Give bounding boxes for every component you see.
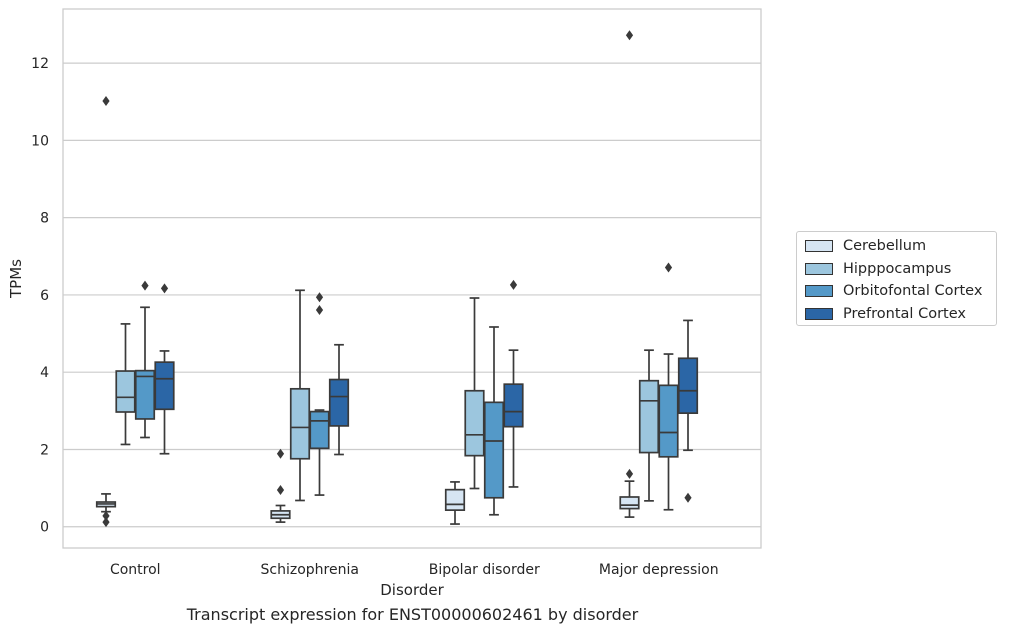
- iqr-box: [638, 379, 660, 454]
- box-cerebellum-bipolar-disorder: [444, 481, 466, 525]
- outlier-point: [625, 468, 634, 479]
- iqr-box: [328, 378, 350, 427]
- outlier-point: [509, 279, 518, 290]
- iqr-box: [464, 389, 485, 457]
- box-prefrontal-cortex-control: [154, 283, 175, 455]
- outlier-point: [141, 280, 149, 291]
- box-prefrontal-cortex-schizophrenia: [328, 343, 350, 456]
- iqr-box: [134, 369, 156, 420]
- plot-area-frame: [62, 8, 762, 549]
- box-orbitofontal-cortex-control: [134, 280, 156, 439]
- outlier-point: [315, 304, 324, 315]
- outlier-point: [315, 292, 324, 303]
- box-orbitofontal-cortex-bipolar-disorder: [483, 326, 505, 516]
- iqr-box: [444, 488, 466, 511]
- y-tick-label: 4: [40, 365, 49, 381]
- iqr-box: [677, 357, 699, 415]
- y-tick-label: 12: [31, 56, 49, 72]
- x-tick-label: Bipolar disorder: [429, 562, 540, 578]
- box-hipppocampus-major-depression: [638, 349, 660, 502]
- iqr-box: [309, 410, 330, 450]
- outlier-point: [160, 283, 169, 294]
- legend-item: Cerebellum: [805, 235, 996, 258]
- box-orbitofontal-cortex-schizophrenia: [309, 292, 330, 496]
- y-tick-label: 6: [40, 288, 49, 304]
- legend-swatch: [805, 285, 833, 298]
- legend-swatch: [805, 240, 833, 253]
- legend-item: Orbitofontal Cortex: [805, 280, 996, 303]
- outlier-point: [276, 448, 285, 459]
- box-hipppocampus-schizophrenia: [289, 289, 311, 502]
- iqr-box: [115, 370, 136, 413]
- legend-swatch: [805, 262, 833, 275]
- legend-item: Prefrontal Cortex: [805, 303, 996, 326]
- box-prefrontal-cortex-major-depression: [677, 319, 699, 503]
- x-tick-label: Schizophrenia: [261, 562, 359, 578]
- legend-label: Orbitofontal Cortex: [843, 283, 983, 300]
- legend: Cerebellum Hipppocampus Orbitofontal Corte…: [796, 231, 997, 326]
- box-cerebellum-major-depression: [619, 30, 640, 518]
- box-cerebellum-schizophrenia: [270, 448, 291, 523]
- iqr-box: [289, 387, 311, 460]
- legend-label: Hipppocampus: [843, 260, 952, 277]
- box-hipppocampus-control: [115, 323, 136, 446]
- y-tick-label: 0: [40, 520, 49, 536]
- box-hipppocampus-bipolar-disorder: [464, 297, 485, 490]
- outlier-point: [625, 30, 634, 41]
- box-orbitofontal-cortex-major-depression: [658, 262, 679, 511]
- box-prefrontal-cortex-bipolar-disorder: [503, 279, 524, 488]
- iqr-box: [483, 401, 505, 499]
- iqr-box: [154, 361, 175, 411]
- y-tick-label: 10: [31, 133, 49, 149]
- x-axis-label: Disorder: [380, 581, 444, 599]
- outlier-point: [102, 95, 110, 106]
- iqr-box: [658, 384, 679, 458]
- x-tick-label: Major depression: [599, 562, 719, 578]
- y-tick-label: 8: [40, 211, 49, 227]
- legend-label: Prefrontal Cortex: [843, 305, 966, 322]
- legend-item: Hipppocampus: [805, 258, 996, 281]
- grid-lines: [63, 62, 761, 528]
- x-tick-label: Control: [110, 562, 161, 578]
- legend-label: Cerebellum: [843, 238, 927, 255]
- outlier-point: [102, 517, 110, 528]
- outlier-point: [684, 492, 692, 503]
- legend-swatch: [805, 307, 833, 320]
- box-cerebellum-control: [95, 95, 117, 528]
- outlier-point: [664, 262, 673, 273]
- iqr-box: [503, 383, 524, 428]
- iqr-box: [619, 496, 640, 510]
- y-tick-labels: 0 2 4 6 8 10 12: [31, 56, 49, 536]
- chart-caption: Transcript expression for ENST0000060246…: [186, 605, 639, 624]
- outlier-point: [276, 485, 285, 496]
- box-series: [95, 30, 699, 528]
- x-tick-labels: Control Schizophrenia Bipolar disorder Majo…: [110, 562, 719, 578]
- y-tick-label: 2: [40, 442, 49, 458]
- outlier-point: [102, 510, 110, 521]
- y-axis-label: TPMs: [7, 259, 25, 299]
